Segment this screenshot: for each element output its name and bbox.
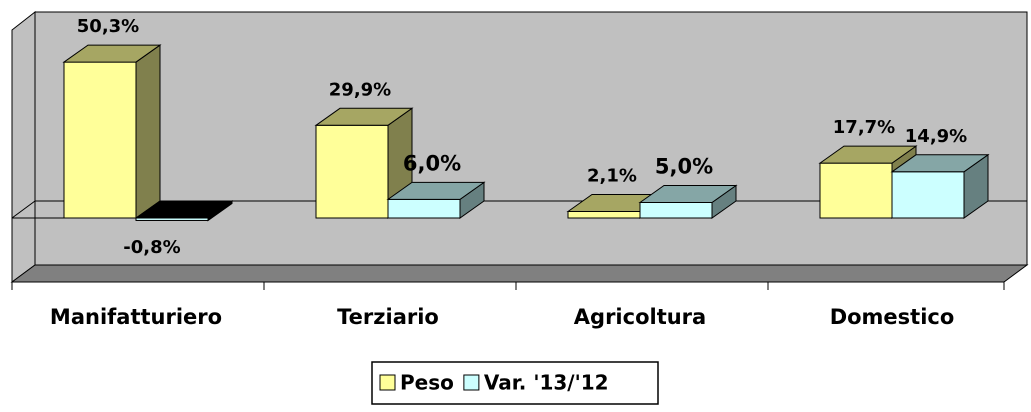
bar-side — [135, 44, 161, 219]
bar — [387, 198, 461, 219]
bar — [63, 61, 137, 219]
data-label: 14,9% — [905, 126, 967, 147]
side-wall — [11, 10, 36, 283]
data-label: 6,0% — [403, 151, 461, 175]
bar — [315, 124, 389, 219]
x-tick-label: Domestico — [830, 305, 955, 329]
legend-label: Peso — [400, 371, 454, 395]
bar-top — [62, 44, 162, 63]
x-tick-label: Terziario — [337, 305, 439, 329]
back-wall — [34, 11, 1028, 266]
floor — [10, 264, 1029, 283]
legend — [371, 361, 659, 405]
legend-swatch — [463, 374, 480, 391]
data-label: -0,8% — [123, 237, 180, 258]
bar-top — [134, 200, 234, 219]
x-tick-label: Agricoltura — [574, 305, 706, 329]
legend-swatch — [379, 374, 396, 391]
bar — [891, 171, 965, 219]
bar-top — [890, 154, 990, 173]
data-label: 50,3% — [77, 16, 139, 37]
bar-top — [638, 185, 738, 203]
legend-label: Var. '13/'12 — [484, 371, 609, 395]
data-label: 5,0% — [655, 155, 713, 179]
bar-top — [818, 145, 918, 164]
bar-top — [386, 181, 486, 200]
category-ticks — [11, 282, 1005, 290]
data-label: 2,1% — [587, 165, 637, 186]
bar — [819, 162, 893, 219]
zero-line-side — [11, 200, 36, 219]
data-label: 17,7% — [833, 117, 895, 138]
bar — [567, 210, 641, 219]
bar-top — [314, 107, 414, 126]
x-tick-label: Manifatturiero — [50, 305, 222, 329]
bar — [639, 202, 713, 219]
data-label: 29,9% — [329, 79, 391, 100]
